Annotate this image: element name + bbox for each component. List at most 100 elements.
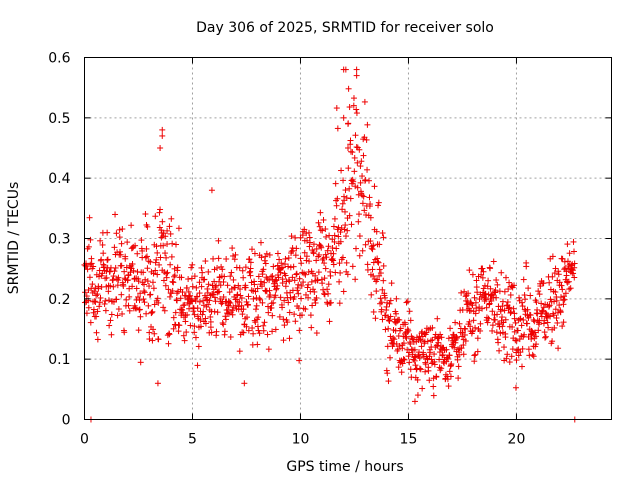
data-point: [464, 298, 471, 305]
data-point: [373, 288, 380, 295]
data-point: [132, 305, 139, 312]
data-point: [445, 355, 452, 362]
data-point: [327, 299, 334, 306]
data-point: [438, 365, 445, 372]
data-point: [561, 296, 568, 303]
chart-title: Day 306 of 2025, SRMTID for receiver sol…: [196, 20, 494, 36]
data-point: [531, 318, 538, 325]
data-point: [514, 327, 521, 334]
data-point: [149, 337, 156, 344]
data-point: [96, 299, 103, 306]
data-point: [405, 327, 412, 334]
data-point: [455, 363, 462, 370]
data-point: [369, 266, 376, 273]
data-point: [282, 255, 289, 262]
data-point: [541, 317, 548, 324]
data-point: [198, 264, 205, 271]
data-point: [266, 287, 273, 294]
data-point: [198, 283, 205, 290]
data-point: [160, 277, 167, 284]
data-point: [111, 268, 118, 275]
data-point: [535, 288, 542, 295]
data-point: [445, 335, 452, 342]
data-point: [217, 295, 224, 302]
data-point: [502, 316, 509, 323]
data-point: [166, 331, 173, 338]
data-point: [94, 336, 101, 343]
data-point: [313, 245, 320, 252]
axis-ticks: 0 5 10 15 20 0 0.1 0.2 0.3 0.4 0.5 0.6: [48, 51, 612, 448]
data-point: [419, 385, 426, 392]
data-point: [86, 274, 93, 281]
data-point: [417, 366, 424, 373]
data-point: [542, 333, 549, 340]
data-point: [357, 163, 364, 170]
data-point: [430, 392, 437, 399]
data-point: [171, 272, 178, 279]
data-point: [282, 272, 289, 279]
data-point: [247, 259, 254, 266]
data-point: [324, 247, 331, 254]
data-point: [469, 327, 476, 334]
data-point: [335, 233, 342, 240]
data-point: [289, 247, 296, 254]
data-point: [128, 222, 135, 229]
data-point: [292, 234, 299, 241]
data-point: [206, 297, 213, 304]
data-point: [188, 264, 195, 271]
data-point: [136, 297, 143, 304]
data-point: [351, 168, 358, 175]
data-point: [313, 257, 320, 264]
data-point: [407, 340, 414, 347]
data-point: [160, 242, 167, 249]
data-point: [176, 322, 183, 329]
data-point: [417, 337, 424, 344]
data-point: [339, 206, 346, 213]
data-point: [191, 323, 198, 330]
data-point: [301, 226, 308, 233]
data-point: [550, 312, 557, 319]
data-point: [119, 310, 126, 317]
data-point: [362, 241, 369, 248]
data-point: [149, 279, 156, 286]
data-point: [466, 267, 473, 274]
data-point: [232, 302, 239, 309]
data-point: [285, 254, 292, 261]
data-point: [265, 346, 272, 353]
data-point: [185, 288, 192, 295]
data-point: [425, 367, 432, 374]
data-point: [330, 250, 337, 257]
data-point: [474, 335, 481, 342]
data-point: [164, 269, 171, 276]
data-point: [514, 347, 521, 354]
data-point: [445, 383, 452, 390]
data-point: [566, 250, 573, 257]
data-point: [306, 229, 313, 236]
data-point: [524, 320, 531, 327]
data-point: [199, 311, 206, 318]
data-point: [297, 255, 304, 262]
data-point: [224, 282, 231, 289]
data-point: [361, 207, 368, 214]
data-point: [126, 293, 133, 300]
data-point: [460, 351, 467, 358]
data-point: [239, 311, 246, 318]
data-point: [472, 310, 479, 317]
data-point: [347, 137, 354, 144]
data-point: [146, 329, 153, 336]
data-point: [480, 268, 487, 275]
data-point: [461, 288, 468, 295]
data-point: [485, 315, 492, 322]
data-point: [291, 293, 298, 300]
data-point: [395, 364, 402, 371]
data-point: [477, 327, 484, 334]
data-point: [416, 365, 423, 372]
data-point: [134, 293, 141, 300]
data-point: [156, 261, 163, 268]
data-point: [147, 258, 154, 265]
data-point: [346, 104, 353, 111]
data-point: [529, 328, 536, 335]
data-point: [257, 278, 264, 285]
data-point: [501, 344, 508, 351]
data-point: [125, 302, 132, 309]
